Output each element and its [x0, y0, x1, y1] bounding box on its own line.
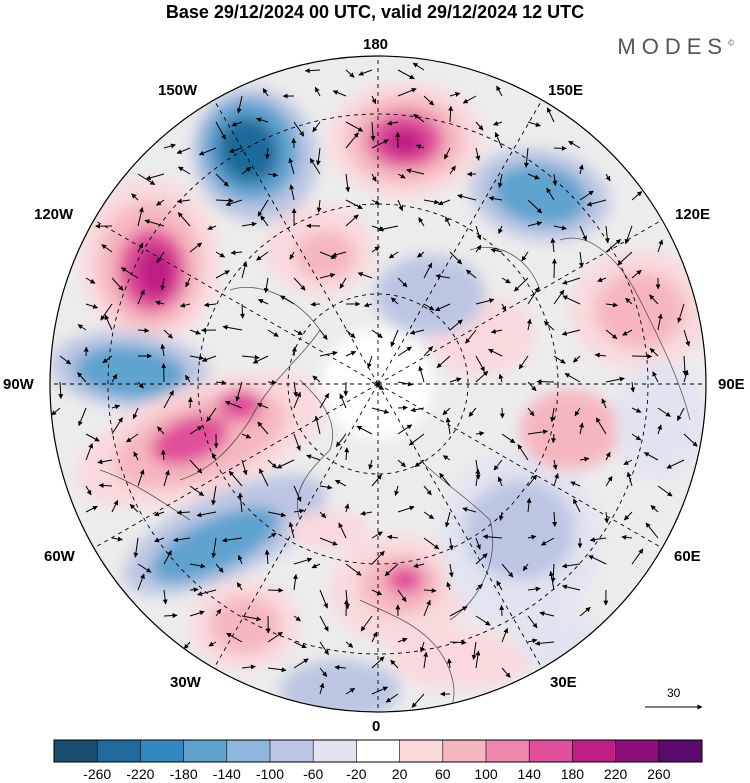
label-120w: 120W [34, 206, 74, 223]
colorbar-swatch [486, 740, 530, 762]
colorbar-swatch [615, 740, 660, 762]
label-150w: 150W [158, 82, 198, 99]
reference-vector-label: 30 [667, 686, 681, 700]
map-boundary [49, 55, 707, 713]
colorbar-swatch [313, 740, 357, 762]
label-30w: 30W [170, 674, 201, 691]
colorbar-tick-label: -20 [346, 766, 367, 782]
colorbar-tick-label: -260 [83, 766, 112, 782]
colorbar-swatch [54, 740, 98, 762]
colorbar-tick-label: 220 [603, 766, 628, 782]
colorbar-swatch [529, 740, 573, 762]
label-150e: 150E [548, 82, 584, 99]
colorbar-tick-label: 100 [474, 766, 498, 782]
label-0: 0 [372, 718, 381, 735]
colorbar-tick-label: -140 [212, 766, 241, 782]
colorbar-tick-label: -60 [303, 766, 324, 782]
colorbar-swatch [270, 740, 314, 762]
label-90e: 90E [718, 376, 745, 393]
modes-logo: MODES© [617, 34, 734, 59]
colorbar-tick-label: 140 [517, 766, 541, 782]
colorbar-swatch [658, 740, 703, 762]
colorbar-swatch [399, 740, 444, 762]
colorbar-swatch [97, 740, 141, 762]
colorbar-tick-label: -180 [169, 766, 198, 782]
colorbar-tick-label: 180 [560, 766, 585, 782]
label-180: 180 [363, 36, 389, 53]
label-30e: 30E [550, 674, 577, 691]
map-title: Base 29/12/2024 00 UTC, valid 29/12/2024… [165, 2, 585, 22]
colorbar [53, 739, 703, 763]
label-60w: 60W [44, 548, 75, 565]
colorbar-swatch [442, 740, 487, 762]
colorbar-swatch [226, 740, 271, 762]
colorbar-tick-label: -100 [255, 766, 285, 782]
anomaly-field [50, 56, 706, 712]
colorbar-tick-label: 20 [391, 766, 408, 782]
colorbar-tick-label: 260 [647, 766, 671, 782]
colorbar-swatch [356, 740, 400, 762]
colorbar-swatch [183, 740, 228, 762]
label-90w: 90W [3, 376, 34, 393]
colorbar-tick-label: 60 [435, 766, 451, 782]
label-60e: 60E [674, 548, 701, 565]
colorbar-swatch [572, 740, 616, 762]
colorbar-tick-label: -220 [126, 766, 155, 782]
colorbar-swatch [140, 740, 184, 762]
label-120e: 120E [675, 206, 711, 223]
